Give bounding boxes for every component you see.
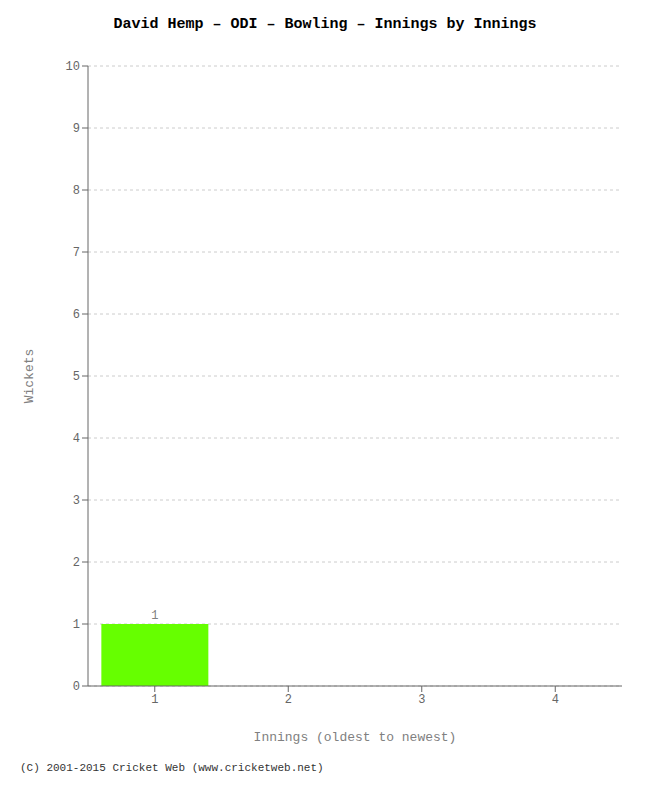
svg-text:4: 4 [73, 432, 80, 446]
svg-text:2: 2 [73, 556, 80, 570]
svg-text:9: 9 [73, 122, 80, 136]
svg-text:3: 3 [418, 693, 425, 707]
svg-text:3: 3 [73, 494, 80, 508]
html-text:(C) 2001-2015 Cricket Web (www: (C) 2001-2015 Cricket Web (www.cricketwe… [20, 762, 324, 774]
svg-text:10: 10 [66, 60, 80, 74]
svg-text:4: 4 [552, 693, 559, 707]
svg-text:6: 6 [73, 308, 80, 322]
svg-text:8: 8 [73, 184, 80, 198]
svg-text:1: 1 [73, 618, 80, 632]
svg-text:1: 1 [151, 609, 158, 623]
svg-text:2: 2 [285, 693, 292, 707]
svg-text:5: 5 [73, 370, 80, 384]
svg-text:1: 1 [151, 693, 158, 707]
svg-text:0: 0 [73, 680, 80, 694]
svg-text:7: 7 [73, 246, 80, 260]
html-text:David Hemp – ODI – Bowling – I: David Hemp – ODI – Bowling – Innings by … [113, 16, 537, 33]
svg-text:Innings (oldest to newest): Innings (oldest to newest) [254, 730, 457, 745]
svg-text:Wickets: Wickets [22, 349, 37, 404]
